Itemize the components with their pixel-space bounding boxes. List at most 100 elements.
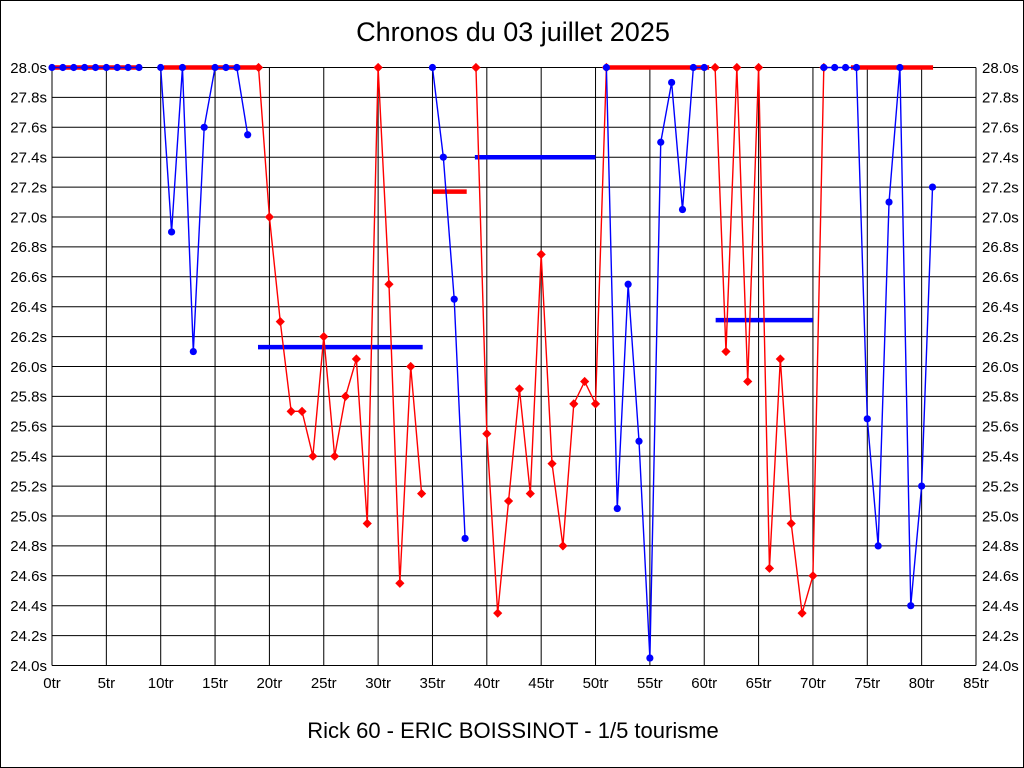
blue-driver-line <box>431 67 466 539</box>
blue-data-point <box>124 63 132 72</box>
blue-data-point <box>70 63 78 72</box>
x-tick-label: 10tr <box>148 675 174 692</box>
blue-data-point <box>135 63 143 72</box>
y-tick-label-right: 25.2s <box>982 478 1019 495</box>
y-tick-label-left: 27.4s <box>10 149 47 166</box>
y-tick-label-right: 25.0s <box>982 508 1019 525</box>
blue-data-point <box>450 295 458 303</box>
blue-data-point <box>428 63 437 72</box>
red-data-point <box>590 399 601 409</box>
y-tick-label-left: 24.2s <box>10 628 47 645</box>
red-data-point <box>775 354 785 364</box>
red-data-point <box>308 451 318 461</box>
blue-data-point <box>646 654 654 662</box>
x-tick-label: 30tr <box>365 675 391 692</box>
series-blue-driver <box>48 63 937 662</box>
y-tick-label-left: 24.0s <box>10 658 47 675</box>
y-tick-label-left: 24.4s <box>10 598 47 615</box>
red-driver-line <box>714 67 825 614</box>
y-tick-label-right: 24.2s <box>982 628 1019 645</box>
blue-data-point <box>624 280 632 288</box>
red-driver-line <box>257 67 423 584</box>
y-tick-label-right: 26.8s <box>982 239 1019 256</box>
y-tick-label-right: 24.4s <box>982 598 1019 615</box>
y-tick-label-left: 26.6s <box>10 269 47 286</box>
x-tick-label: 20tr <box>256 675 282 692</box>
x-tick-label: 5tr <box>98 675 116 692</box>
x-tick-label: 45tr <box>528 675 554 692</box>
red-data-point <box>569 399 579 409</box>
red-data-point <box>286 406 296 416</box>
red-data-point <box>797 608 807 618</box>
red-data-point <box>808 571 818 581</box>
blue-data-point <box>602 63 611 72</box>
y-tick-label-left: 27.8s <box>10 90 47 107</box>
y-tick-label-right: 27.6s <box>982 120 1019 137</box>
blue-driver-line <box>160 66 249 352</box>
blue-data-point <box>678 205 687 214</box>
y-axis-labels-left: 28.0s 27.8s 27.6s 27.4s 27.2s 27.0s 26.8s 26.6s… <box>10 60 47 675</box>
x-tick-label: 65tr <box>746 675 772 692</box>
x-tick-label: 40tr <box>474 675 500 692</box>
y-tick-label-right: 26.4s <box>982 299 1019 316</box>
red-data-point <box>514 384 525 394</box>
y-tick-label-left: 27.0s <box>10 209 47 226</box>
x-tick-label: 35tr <box>420 675 446 692</box>
x-tick-label: 15tr <box>202 675 228 692</box>
x-axis-labels: 0tr 5tr 10tr 15tr 20tr 25tr 30tr 35tr 40tr 45tr 50… <box>43 675 989 692</box>
y-tick-label-right: 25.4s <box>982 448 1019 465</box>
red-data-point <box>786 518 796 529</box>
blue-data-point <box>233 63 241 72</box>
blue-data-point <box>178 63 187 72</box>
y-tick-label-left: 25.2s <box>10 478 47 495</box>
y-tick-label-left: 24.6s <box>10 568 47 585</box>
y-tick-label-right: 24.0s <box>982 658 1019 675</box>
red-data-point <box>264 212 275 222</box>
blue-data-point <box>896 63 904 72</box>
blue-driver-line <box>605 66 705 659</box>
blue-data-point <box>81 63 89 72</box>
blue-data-point <box>700 63 708 72</box>
y-tick-label-left: 24.8s <box>10 538 47 555</box>
x-tick-label: 70tr <box>800 675 826 692</box>
red-data-point <box>395 578 405 588</box>
red-data-point <box>417 488 427 499</box>
y-tick-label-right: 26.0s <box>982 359 1019 376</box>
red-data-point <box>297 406 307 416</box>
blue-data-point <box>874 542 882 550</box>
blue-data-point <box>167 228 176 236</box>
blue-data-point <box>189 347 197 356</box>
chart-subtitle: Rick 60 - ERIC BOISSINOT - 1/5 tourisme <box>307 718 719 743</box>
red-data-point <box>253 62 264 73</box>
red-data-point <box>580 376 590 387</box>
y-tick-label-left: 27.6s <box>10 120 47 137</box>
blue-data-point <box>102 63 110 72</box>
y-tick-label-left: 26.2s <box>10 329 47 346</box>
blue-data-point <box>863 415 871 423</box>
x-tick-label: 80tr <box>909 675 935 692</box>
blue-data-point <box>157 63 165 72</box>
red-data-point <box>275 317 285 327</box>
y-tick-label-right: 26.2s <box>982 329 1019 346</box>
red-data-point <box>753 62 764 73</box>
red-data-point <box>710 62 720 73</box>
x-tick-label: 50tr <box>583 675 609 692</box>
blue-data-point <box>918 482 926 490</box>
blue-data-point <box>689 63 697 72</box>
blue-data-point <box>668 78 676 87</box>
y-tick-label-left: 25.8s <box>10 389 47 406</box>
red-data-point <box>373 62 383 73</box>
y-tick-label-right: 25.6s <box>982 419 1019 436</box>
blue-data-point <box>244 131 252 139</box>
x-tick-label: 60tr <box>691 675 717 692</box>
blue-data-point <box>461 534 469 543</box>
y-tick-label-left: 26.8s <box>10 239 47 256</box>
red-data-point <box>493 608 503 618</box>
blue-data-point <box>831 63 839 72</box>
red-data-point <box>362 518 372 529</box>
y-axis-labels-right: 28.0s 27.8s 27.6s 27.4s 27.2s 27.0s 26.8s 26.6s… <box>982 60 1019 675</box>
y-tick-label-right: 27.8s <box>982 90 1019 107</box>
y-tick-label-left: 25.0s <box>10 508 47 525</box>
y-tick-label-left: 25.6s <box>10 419 47 436</box>
blue-data-point <box>113 63 121 72</box>
